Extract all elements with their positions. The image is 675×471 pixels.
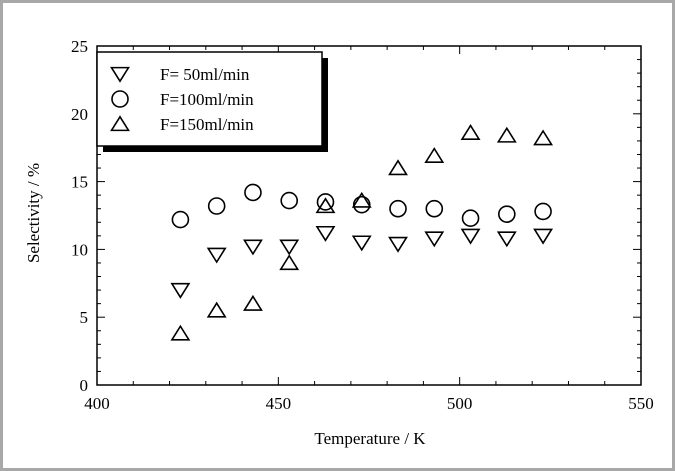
legend-marker-2 [111,90,129,108]
data-points [170,124,554,341]
data-point-series-1 [170,282,191,299]
data-point-series-3 [351,191,372,208]
data-point-series-1 [533,228,554,245]
data-point-series-1 [315,225,336,242]
x-axis-label: Temperature / K [314,429,426,448]
y-tick-label: 5 [80,308,89,327]
y-tick-label: 25 [71,37,88,56]
x-tick-label: 400 [84,394,110,413]
x-tick-label: 550 [628,394,654,413]
data-point-series-1 [279,239,300,256]
x-tick-label: 500 [447,394,473,413]
legend-label-2: F=100ml/min [160,90,254,109]
data-point-series-3 [533,129,554,146]
legend-marker-1 [110,66,130,83]
data-point-series-3 [496,126,517,143]
plot-border [96,45,642,386]
data-point-series-2 [534,202,552,221]
data-point-series-1 [351,235,372,252]
data-point-series-3 [170,324,191,341]
data-point-series-1 [460,228,481,245]
data-point-series-2 [207,197,226,215]
legend-marker-3 [110,115,130,132]
y-tick-label: 0 [80,376,89,395]
ticks: 400 450 500 550 0 5 10 15 20 25 [71,37,654,413]
data-point-series-3 [424,147,445,164]
data-point-series-1 [388,236,408,253]
legend: F= 50ml/min F=100ml/min F=150ml/min [96,51,328,152]
x-tick-label: 450 [266,394,292,413]
data-point-series-3 [243,294,263,311]
data-point-series-3 [315,197,336,214]
data-point-series-2 [425,199,444,218]
data-point-series-2 [461,209,480,228]
data-point-series-3 [460,124,481,140]
data-point-series-2 [244,183,262,202]
data-point-series-3 [388,159,408,176]
data-point-series-2 [389,199,407,218]
data-point-series-2 [280,191,299,210]
data-point-series-1 [424,231,445,248]
y-tick-label: 20 [71,105,88,124]
data-point-series-2 [171,210,190,229]
data-point-series-1 [496,231,517,248]
data-point-series-2 [352,195,371,214]
y-tick-label: 10 [71,240,88,259]
legend-label-3: F=150ml/min [160,115,254,134]
legend-label-1: F= 50ml/min [160,65,250,84]
data-point-series-3 [279,254,300,271]
data-point-series-1 [206,247,227,264]
data-point-series-2 [316,193,335,211]
data-point-series-2 [498,205,516,223]
data-point-series-3 [206,301,227,318]
y-axis-label: Selectivity / % [24,163,43,263]
legend-box [96,51,323,147]
y-tick-label: 15 [71,173,88,192]
axes [96,45,642,386]
data-point-series-1 [243,239,263,256]
